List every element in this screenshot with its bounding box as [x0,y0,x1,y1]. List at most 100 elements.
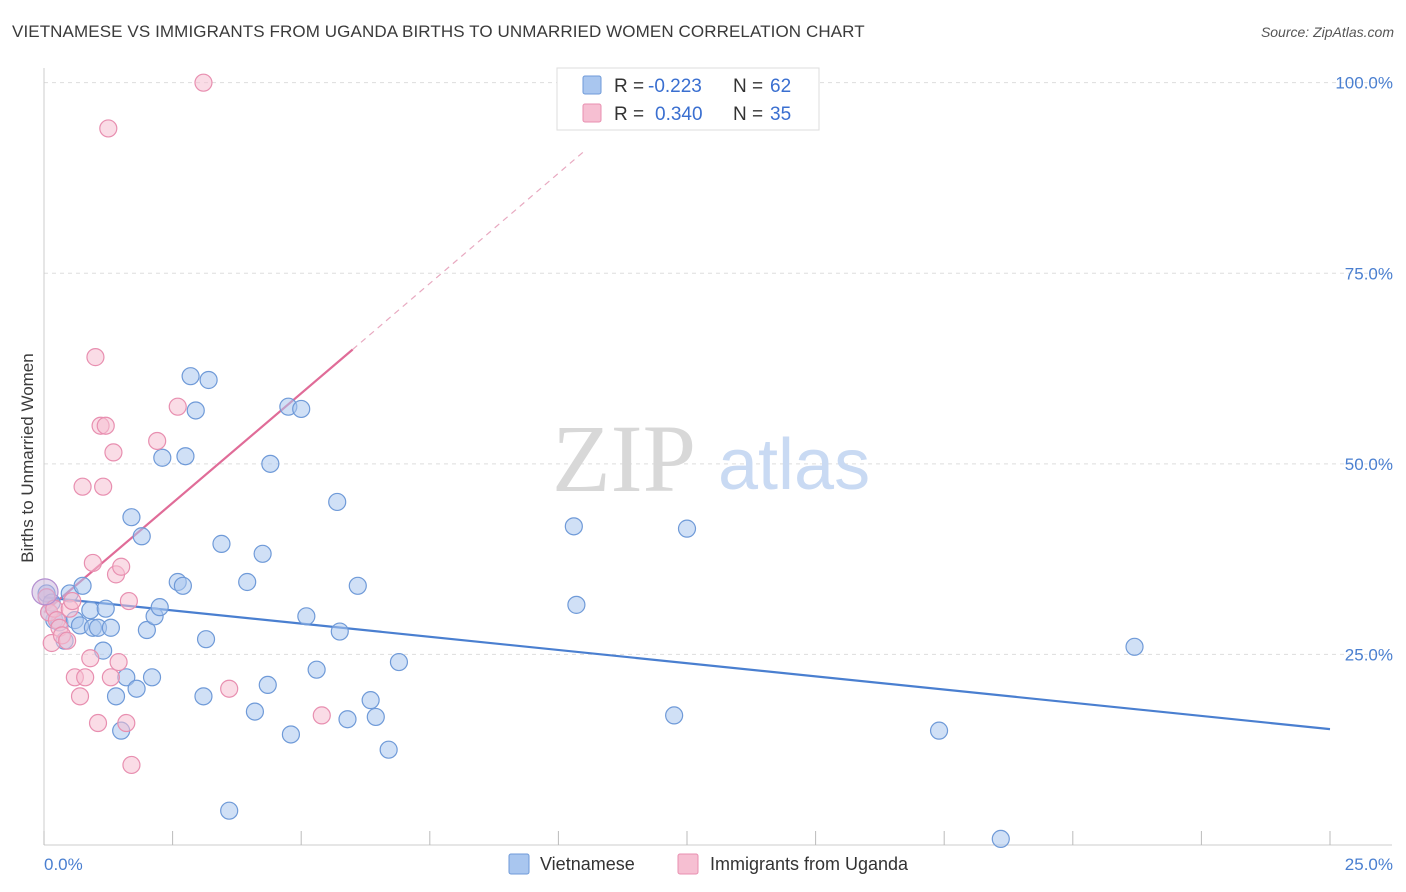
point-vietnamese [181,367,200,386]
point-uganda [112,557,131,576]
point-vietnamese [567,595,586,614]
stats-box: R = -0.223 N = 62 R = 0.340 N = 35 [556,67,820,131]
point-uganda [99,119,118,138]
stats-n-label: N = [733,76,763,97]
y-tick-labels: 25.0% 50.0% 75.0% 100.0% [1335,74,1393,665]
stats-r-label: R = [614,76,644,97]
point-vietnamese [150,598,169,617]
legend: Vietnamese Immigrants from Uganda [508,853,909,875]
point-uganda [220,679,239,698]
point-vietnamese [176,447,195,466]
x-tick-label: 0.0% [44,855,83,874]
point-vietnamese [127,679,146,698]
point-vietnamese [199,370,218,390]
watermark-atlas: atlas [718,425,870,505]
point-vietnamese [297,607,316,626]
source-note: Source: ZipAtlas.com [1260,24,1394,40]
point-vietnamese [564,517,583,536]
point-vietnamese [96,599,115,618]
stats-n-value: 62 [770,76,791,97]
legend-swatch-uganda [677,853,699,875]
point-uganda [73,477,92,496]
stats-swatch-pink [582,103,602,123]
legend-label-vietnamese: Vietnamese [540,854,635,874]
point-uganda [58,631,77,650]
point-vietnamese [194,687,213,706]
point-vietnamese [366,707,385,727]
point-uganda [70,687,90,706]
legend-label-uganda: Immigrants from Uganda [710,854,909,874]
point-uganda [109,652,128,672]
watermark-zip: ZIP [552,405,696,512]
x-tick-labels: 0.0% 25.0% [44,855,1393,874]
point-uganda [86,348,105,367]
point-vietnamese [389,652,409,672]
point-uganda [104,443,123,462]
point-uganda [81,649,100,668]
stats-r-value: -0.223 [648,76,702,97]
point-vietnamese [348,576,367,595]
point-uganda [168,397,187,416]
point-vietnamese [677,519,697,538]
point-vietnamese [253,544,272,563]
point-vietnamese [137,620,156,640]
y-tick-label: 100.0% [1335,74,1393,93]
point-vietnamese [106,687,126,706]
chart-title: VIETNAMESE VS IMMIGRANTS FROM UGANDA BIR… [12,22,865,41]
point-vietnamese [220,801,239,820]
point-uganda [119,591,138,611]
stats-r-value: 0.340 [655,104,703,125]
point-uganda [101,668,120,687]
x-tick-label: 25.0% [1345,855,1393,874]
point-vietnamese [929,721,949,740]
point-uganda [83,553,102,573]
point-cluster [31,578,59,606]
point-uganda [88,713,108,733]
grid-lines [44,82,1392,655]
point-uganda [63,591,82,611]
legend-swatch-vietnamese [508,853,530,875]
point-vietnamese [132,527,151,546]
point-vietnamese [73,576,92,595]
point-uganda [94,477,113,496]
y-tick-label: 25.0% [1345,645,1393,664]
trend-line-vietnamese [43,596,1331,731]
point-uganda [312,706,331,725]
point-vietnamese [330,622,349,641]
point-vietnamese [153,448,172,467]
point-vietnamese [238,572,257,592]
trend-line-uganda-extension [352,150,585,350]
y-tick-label: 75.0% [1345,264,1393,283]
point-vietnamese [665,706,684,725]
stats-r-label: R = [614,104,644,125]
point-vietnamese [338,710,357,729]
point-vietnamese [186,401,205,420]
point-vietnamese [1125,637,1144,656]
point-vietnamese [173,576,192,595]
point-vietnamese [212,534,231,553]
point-vietnamese [122,508,141,527]
stats-n-label: N = [733,104,763,125]
point-uganda [194,73,213,92]
point-vietnamese [307,660,326,679]
y-tick-label: 50.0% [1345,455,1393,474]
point-vietnamese [261,454,280,473]
point-vietnamese [245,702,265,721]
point-vietnamese [379,740,398,759]
point-vietnamese [196,630,216,649]
stats-n-value: 35 [770,104,791,125]
data-points [31,73,1144,849]
point-uganda [76,668,95,687]
trend-line-uganda [43,348,354,614]
point-vietnamese [292,399,311,419]
point-vietnamese [361,691,380,710]
point-vietnamese [101,618,120,637]
point-vietnamese [81,601,100,620]
stats-swatch-blue [582,75,602,95]
point-vietnamese [258,675,277,695]
axes [43,68,1392,846]
y-axis-label: Births to Unmarried Women [18,353,37,562]
point-vietnamese [328,492,347,512]
point-vietnamese [991,829,1010,849]
